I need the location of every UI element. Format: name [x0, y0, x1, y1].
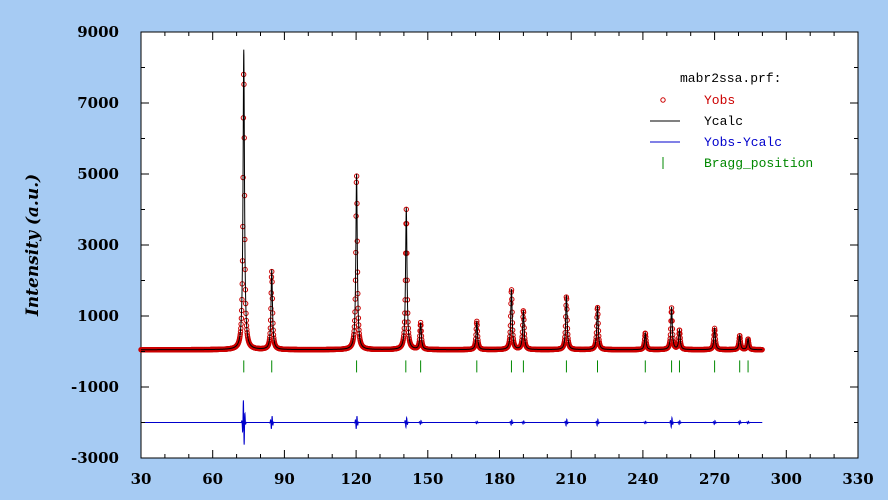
y-axis-label: Intensity (a.u.)	[23, 174, 43, 317]
legend-title: mabr2ssa.prf:	[680, 71, 781, 86]
x-tick-label: 270	[699, 470, 730, 488]
difference-line	[141, 400, 763, 445]
legend-bragg-label: Bragg_position	[704, 156, 813, 171]
y-tick-label: -3000	[71, 449, 119, 467]
ycalc-line	[141, 49, 763, 351]
x-tick-label: 180	[484, 470, 515, 488]
ycalc-series	[141, 49, 763, 351]
x-tick-label: 120	[340, 470, 371, 488]
y-tick-label: 9000	[77, 23, 119, 41]
legend-diff-label: Yobs-Ycalc	[704, 135, 782, 150]
y-tick-label: 5000	[77, 165, 119, 183]
legend-ycalc-label: Ycalc	[704, 114, 743, 129]
legend: mabr2ssa.prf: Yobs Ycalc Yobs-Ycalc Brag…	[650, 71, 813, 171]
difference-series	[141, 400, 763, 445]
legend-yobs-marker	[660, 97, 666, 103]
axes: 30 60 90 120 150 180 210 240 270 300 330 -3000 -1000…	[71, 23, 874, 488]
x-tick-label: 240	[627, 470, 658, 488]
x-tick-label: 90	[274, 470, 295, 488]
bragg-positions	[243, 360, 749, 373]
x-tick-label: 60	[202, 470, 223, 488]
y-tick-label: 1000	[77, 307, 119, 325]
x-tick-label: 210	[556, 470, 587, 488]
legend-yobs-label: Yobs	[704, 93, 735, 108]
y-tick-label: 3000	[77, 236, 119, 254]
x-tick-label: 150	[412, 470, 443, 488]
y-tick-label: 7000	[77, 94, 119, 112]
x-tick-label: 330	[842, 470, 873, 488]
x-tick-label: 300	[771, 470, 802, 488]
y-tick-label: -1000	[71, 378, 119, 396]
plot-area	[140, 31, 859, 459]
x-tick-label: 30	[131, 470, 152, 488]
